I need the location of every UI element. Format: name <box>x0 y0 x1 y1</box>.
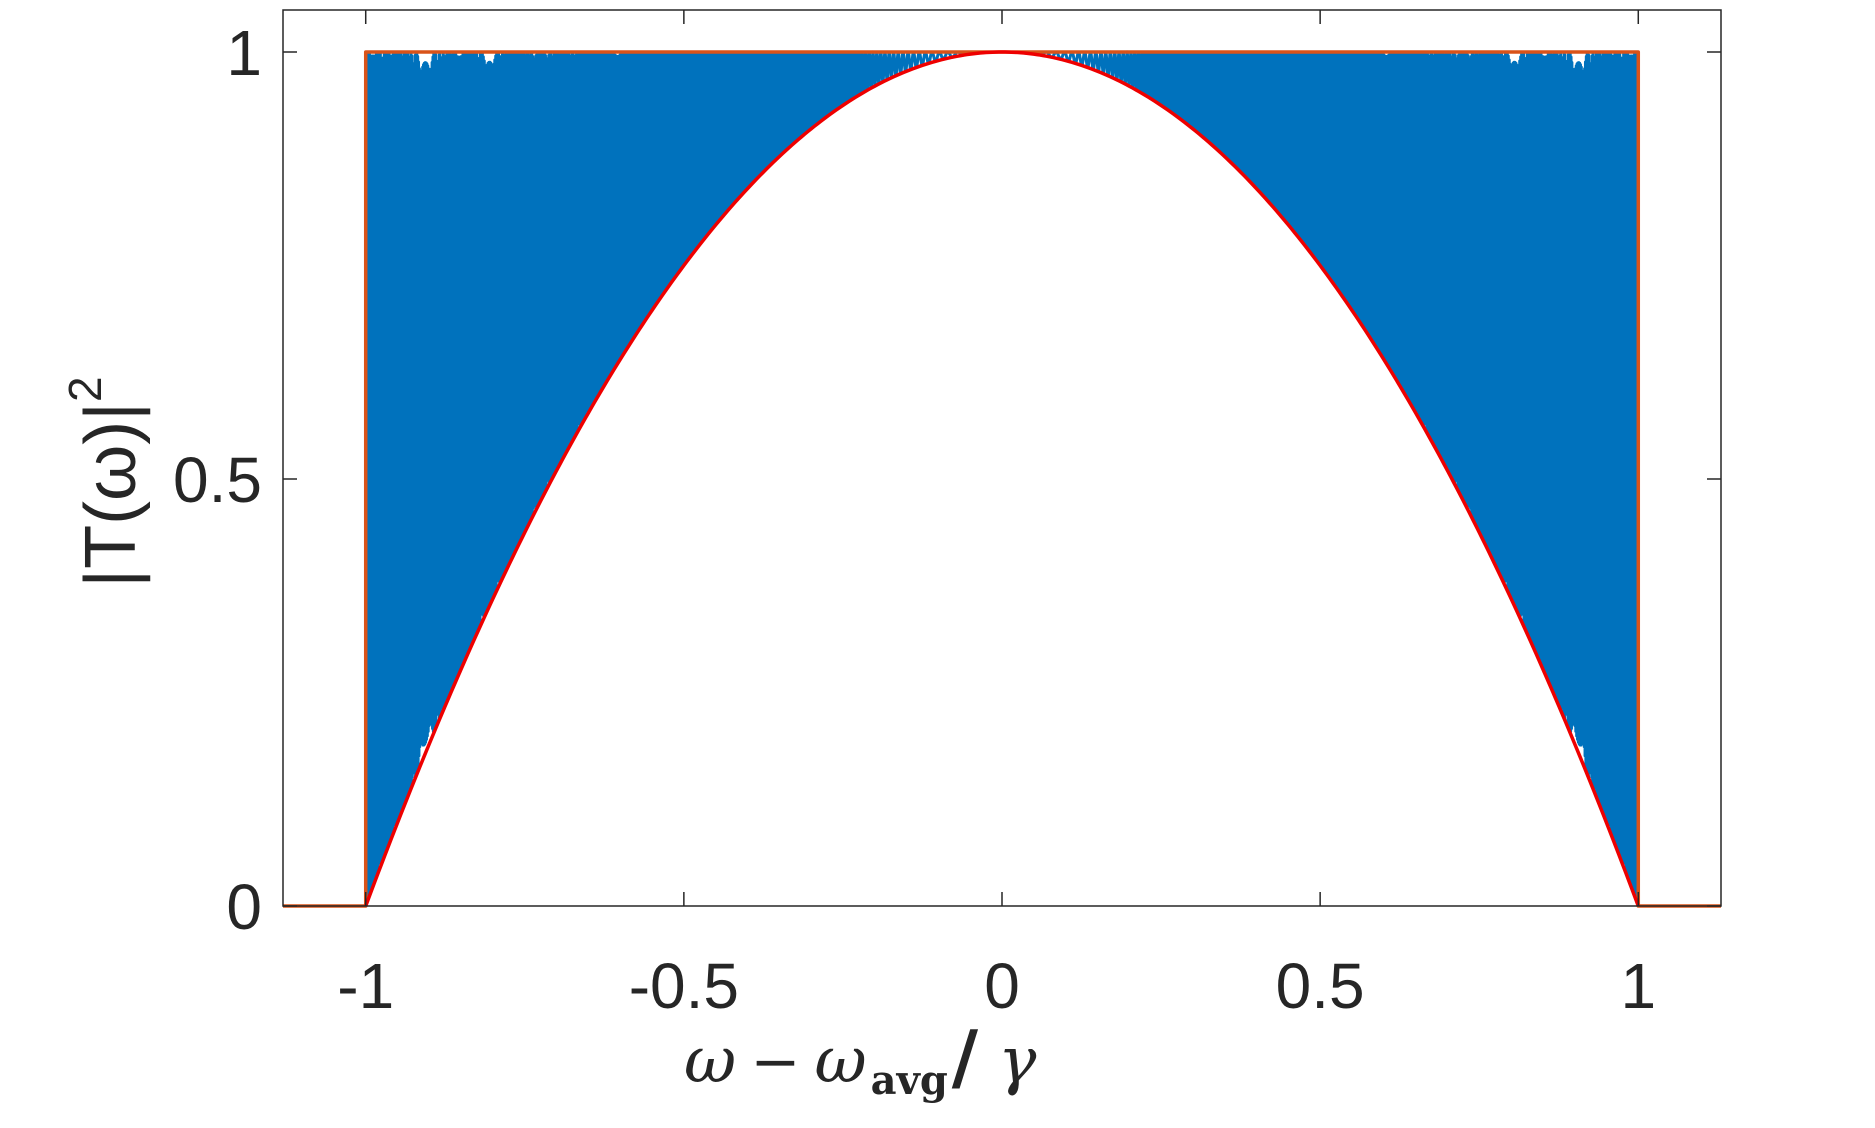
x-tick-label: 1 <box>1620 950 1656 1022</box>
y-axis-label: |T(ω)|2 <box>59 376 151 587</box>
y-axis-label-text: |T(ω)| <box>71 402 151 588</box>
x-label-omega-sub: ω <box>814 1024 866 1098</box>
x-axis-label: ω − ω avg / γ <box>684 1014 1037 1104</box>
x-label-gamma: γ <box>998 1024 1037 1098</box>
envelope-series-line <box>364 50 1640 907</box>
y-tick-label: 0 <box>226 871 262 943</box>
x-tick-label: 0 <box>984 950 1020 1022</box>
x-label-omega: ω <box>684 1024 736 1098</box>
x-tick-label: 0.5 <box>1276 950 1365 1022</box>
y-tick-label: 0.5 <box>173 444 262 516</box>
x-tick-label: -0.5 <box>629 950 739 1022</box>
svg-text:|T(ω)|2: |T(ω)|2 <box>59 376 151 587</box>
svg-text:ω − ω avg: ω − ω avg / γ <box>684 1014 1037 1104</box>
x-label-minus: − <box>750 1027 800 1097</box>
x-label-subscript: avg <box>871 1057 948 1104</box>
y-axis-label-exponent: 2 <box>59 376 111 402</box>
x-label-slash: / <box>952 1014 979 1099</box>
x-tick-label: -1 <box>337 950 394 1022</box>
y-tick-label: 1 <box>226 17 262 89</box>
tick-layer: -1 -0.5 0 0.5 1 0 0.5 1 <box>173 10 1721 1022</box>
